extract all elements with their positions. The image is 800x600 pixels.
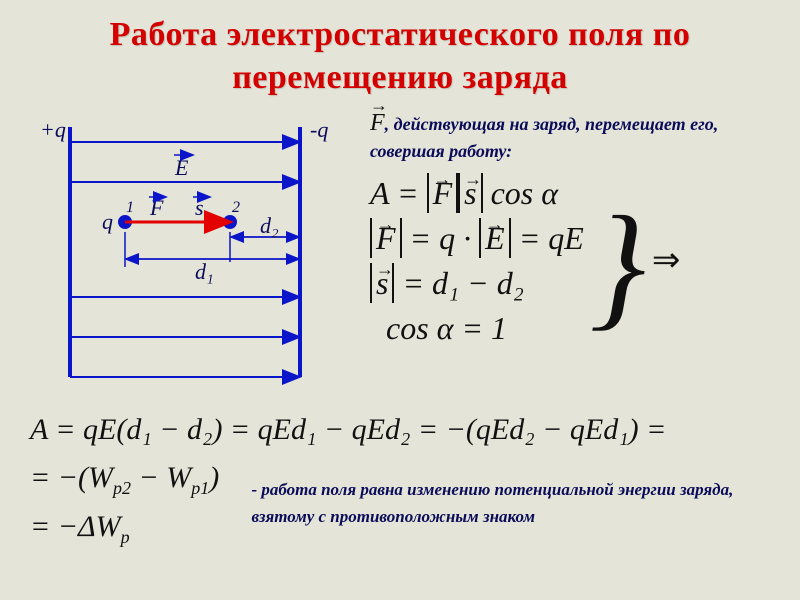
field-diagram: +q -q E q 1 2 F s d₂ d₁ xyxy=(0,107,370,402)
label-E: E xyxy=(174,155,189,180)
label-plus-q: +q xyxy=(40,117,66,142)
force-sentence: F, действующая на заряд, перемещает его,… xyxy=(370,107,776,164)
bottom-caption: - работа поля равна изменению потенциаль… xyxy=(251,476,780,530)
f2-pre: = q · xyxy=(410,220,472,256)
bottom-derivation: A = qE(d₁ − d₂) = qEd₁ − qEd₂ = −(qEd₂ −… xyxy=(0,402,800,552)
f3: = d₁ − d₂ xyxy=(402,265,523,301)
label-2: 2 xyxy=(232,199,240,216)
formula-line-1: A = Fs cos α xyxy=(370,172,584,215)
label-s: s xyxy=(195,195,204,220)
derivation-lines: A = Fs cos α F = q · E = qE s = d₁ − d₂ … xyxy=(370,170,584,353)
formula-line-4: cos α = 1 xyxy=(370,307,584,350)
deriv-line-a: A = qE(d₁ − d₂) = qEd₁ − qEd₂ = −(qEd₂ −… xyxy=(30,406,780,454)
formula-line-2: F = q · E = qE xyxy=(370,217,584,260)
curly-brace: } xyxy=(590,198,646,325)
label-d2: d₂ xyxy=(260,213,279,238)
db-mid: − W xyxy=(131,461,191,494)
implies-arrow: ⇒ xyxy=(652,238,681,284)
F-vec-inline: F xyxy=(370,107,385,139)
main-row: +q -q E q 1 2 F s d₂ d₁ F, действующая н… xyxy=(0,107,800,402)
diagram-svg: +q -q E q 1 2 F s d₂ d₁ xyxy=(0,107,370,397)
sub-p2: p2 xyxy=(113,478,131,498)
label-d1: d₁ xyxy=(195,259,214,284)
label-minus-q: -q xyxy=(310,117,328,142)
db-left: = −(W xyxy=(30,461,113,494)
f2-post: = qE xyxy=(519,220,584,256)
label-q: q xyxy=(102,209,113,234)
formula-line-3: s = d₁ − d₂ xyxy=(370,262,584,305)
label-F: F xyxy=(149,195,164,220)
sub-p: p xyxy=(121,527,130,547)
sentence-text: , действующая на заряд, перемещает его, … xyxy=(370,114,718,161)
right-column: F, действующая на заряд, перемещает его,… xyxy=(370,107,800,402)
sub-p1: p1 xyxy=(191,478,209,498)
derivation-block: A = Fs cos α F = q · E = qE s = d₁ − d₂ … xyxy=(370,170,776,353)
page-title: Работа электростатического поля по перем… xyxy=(0,0,800,99)
deriv-line-b: = −(Wp2 − Wp1) = −ΔWp - работа поля равн… xyxy=(30,454,780,552)
label-1: 1 xyxy=(126,199,134,216)
